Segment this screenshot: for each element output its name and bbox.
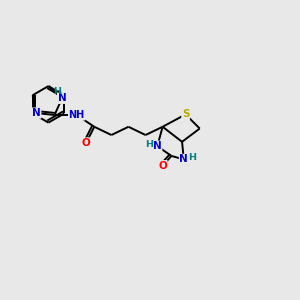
Text: H: H xyxy=(188,153,196,162)
Text: O: O xyxy=(158,160,167,171)
Text: N: N xyxy=(153,141,162,151)
Text: O: O xyxy=(82,138,90,148)
Text: N: N xyxy=(179,154,188,164)
Text: N: N xyxy=(58,93,66,103)
Text: H: H xyxy=(145,140,153,149)
Text: S: S xyxy=(182,110,189,119)
Text: NH: NH xyxy=(68,110,85,120)
Text: H: H xyxy=(54,87,61,96)
Text: N: N xyxy=(32,108,41,118)
